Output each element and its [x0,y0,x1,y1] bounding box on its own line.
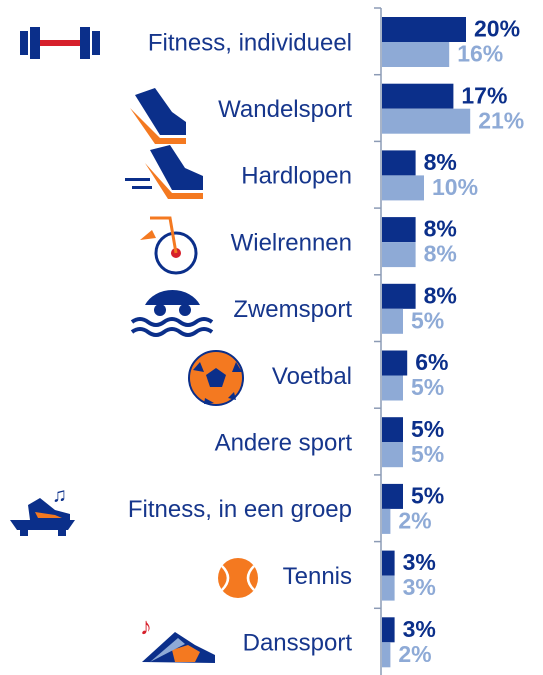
value-label: 5% [411,374,444,400]
category-label: Andere sport [215,430,353,457]
value-label: 6% [415,349,448,375]
svg-text:♫: ♫ [52,484,67,506]
icon-ball [188,350,244,406]
value-label: 17% [461,82,507,108]
bar [382,442,403,468]
bar [382,108,471,134]
bar [382,483,403,509]
bar [382,417,403,443]
value-label: 5% [411,307,444,333]
bar [382,42,450,67]
bar [382,83,454,109]
icon-step: ♫ [10,484,75,536]
category-label: Hardlopen [241,163,352,190]
bar [382,350,408,376]
value-label: 8% [424,241,457,267]
icon-barbell [20,27,100,59]
icon-bike [140,216,198,275]
category-label: Fitness, in een groep [128,496,352,523]
value-label: 5% [411,441,444,467]
icon-tennis [218,558,258,598]
svg-text:♪: ♪ [140,613,152,640]
icon-swim [130,289,214,337]
category-label: Voetbal [272,363,352,390]
icons: ♫ ♪ [10,27,258,663]
icon-shoe [130,88,186,144]
bar [382,242,416,268]
bar [382,508,391,534]
bar [382,550,395,576]
value-label: 3% [403,549,436,575]
bar [382,17,466,42]
bar [382,217,416,243]
value-label: 3% [403,616,436,642]
bar [382,575,395,601]
value-label: 20% [474,16,520,42]
category-label: Wielrennen [231,229,352,256]
value-label: 8% [424,149,457,175]
value-label: 21% [478,107,524,133]
value-label: 5% [411,416,444,442]
category-label: Danssport [243,630,353,657]
icon-run [125,145,203,199]
category-label: Zwemsport [233,296,352,323]
bar [382,617,395,643]
value-label: 2% [398,641,431,667]
bar [382,642,391,668]
category-label: Wandelsport [218,96,352,123]
category-label: Fitness, individueel [148,29,352,56]
bar [382,175,424,201]
value-label: 8% [424,216,457,242]
value-label: 3% [403,574,436,600]
bar [382,150,416,176]
bar [382,308,403,334]
value-label: 5% [411,482,444,508]
value-label: 16% [457,41,503,67]
value-label: 10% [432,174,478,200]
category-label: Tennis [283,563,352,590]
value-label: 8% [424,282,457,308]
icon-dance: ♪ [140,613,215,663]
bar [382,283,416,309]
value-label: 2% [398,507,431,533]
bar [382,375,403,401]
